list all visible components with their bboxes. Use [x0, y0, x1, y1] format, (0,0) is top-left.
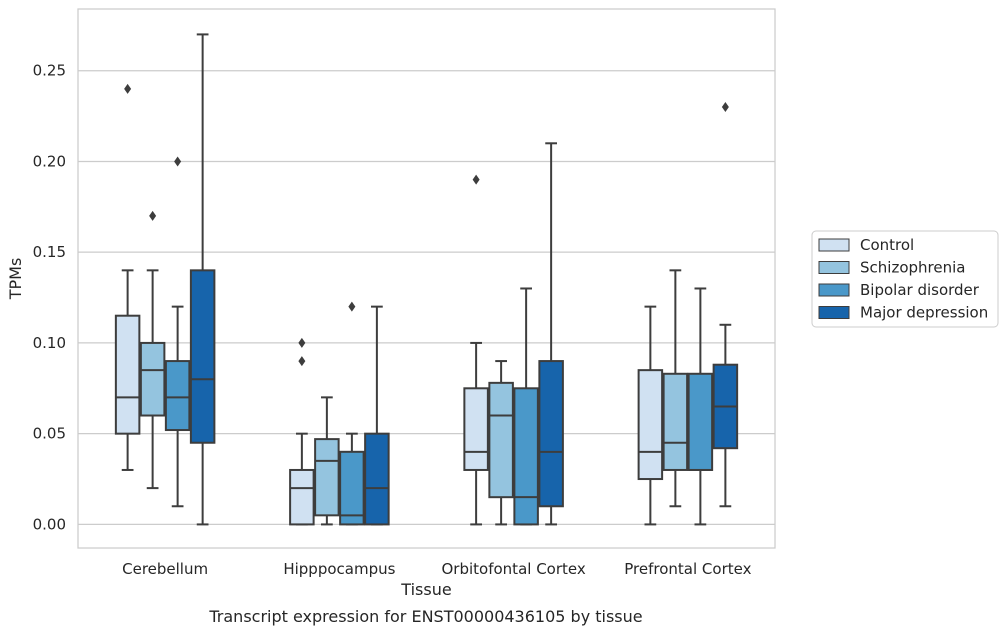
- y-tick-label: 0.25: [33, 62, 66, 80]
- box-body: [488, 381, 514, 499]
- box-body: [339, 450, 365, 526]
- y-tick-label: 0.00: [33, 515, 66, 533]
- x-axis-label: Tissue: [400, 580, 451, 599]
- outlier-point: [472, 174, 480, 185]
- box-bipolar-disorder: [339, 301, 365, 526]
- box-bipolar-disorder: [513, 287, 539, 526]
- x-tick-label: Cerebellum: [122, 560, 208, 578]
- box-control: [114, 83, 141, 471]
- box-body: [662, 372, 689, 471]
- legend-label: Bipolar disorder: [860, 281, 980, 299]
- box-body: [463, 387, 489, 471]
- box-control: [463, 174, 489, 526]
- outlier-point: [298, 356, 306, 367]
- outlier-point: [348, 301, 356, 312]
- box-schizophrenia: [662, 269, 689, 508]
- legend: Control Schizophrenia Bipolar disorder Majo…: [811, 230, 999, 328]
- y-tick-label: 0.10: [33, 334, 66, 352]
- box-body: [538, 360, 564, 508]
- outlier-point: [721, 102, 729, 112]
- box-body: [513, 387, 539, 526]
- y-axis-label: TPMs: [6, 258, 25, 301]
- box-major-depression: [189, 33, 216, 526]
- box-body: [364, 432, 390, 526]
- y-tick-label: 0.15: [33, 243, 66, 261]
- legend-swatch: [818, 306, 850, 319]
- box-body: [139, 341, 166, 417]
- legend-swatch: [818, 238, 850, 252]
- box-control: [289, 337, 315, 526]
- box-body: [164, 360, 191, 432]
- outlier-point: [298, 337, 306, 348]
- y-tick-label: 0.20: [33, 152, 66, 170]
- box-major-depression: [712, 102, 739, 508]
- box-body: [114, 314, 141, 435]
- box-major-depression: [538, 142, 564, 526]
- legend-swatch: [818, 261, 850, 274]
- plot-frame: [77, 8, 776, 549]
- legend-frame: [811, 230, 999, 328]
- box-body: [314, 438, 340, 517]
- legend-label: Schizophrenia: [860, 259, 965, 277]
- box-schizophrenia: [139, 210, 166, 490]
- box-major-depression: [364, 305, 390, 526]
- legend-swatch: [818, 283, 850, 297]
- box-bipolar-disorder: [164, 156, 191, 508]
- outlier-point: [174, 156, 182, 167]
- x-tick-label: Orbitofontal Cortex: [442, 560, 586, 578]
- box-control: [637, 305, 664, 526]
- x-axis-ticks: Cerebellum Hipppocampus Orbitofontal Corte…: [122, 560, 751, 578]
- x-tick-label: Prefrontal Cortex: [624, 560, 751, 578]
- box-schizophrenia: [488, 360, 514, 526]
- box-body: [637, 369, 664, 481]
- outlier-point: [149, 210, 157, 221]
- box-bipolar-disorder: [687, 287, 714, 526]
- legend-label: Major depression: [860, 304, 988, 322]
- boxes: [114, 33, 739, 526]
- box-body: [189, 269, 216, 444]
- outlier-point: [124, 83, 132, 94]
- box-body: [289, 468, 315, 526]
- legend-label: Control: [860, 236, 914, 254]
- x-tick-label: Hipppocampus: [283, 560, 395, 578]
- box-body: [687, 372, 714, 471]
- box-schizophrenia: [314, 396, 340, 526]
- y-tick-label: 0.05: [33, 425, 66, 443]
- y-axis-ticks: 0.00 0.05 0.10 0.15 0.20 0.25: [33, 62, 66, 534]
- chart-caption: Transcript expression for ENST0000043610…: [208, 607, 642, 626]
